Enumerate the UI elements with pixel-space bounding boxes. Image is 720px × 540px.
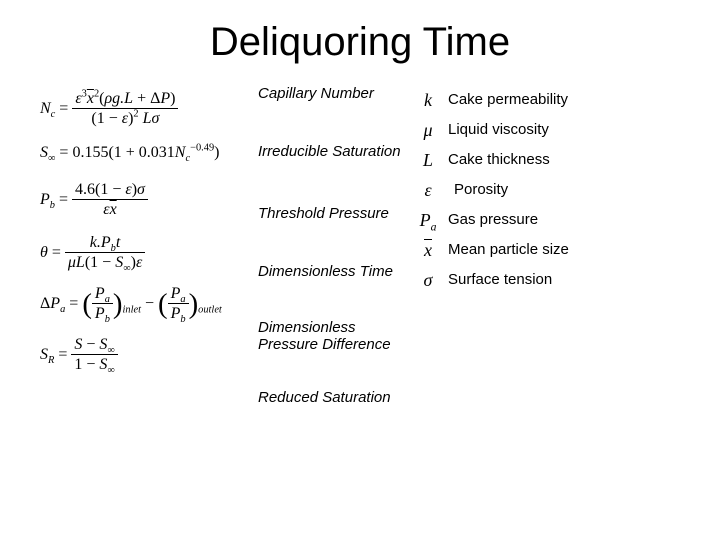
labels-column: Capillary Number Irreducible Saturation … — [250, 85, 408, 406]
label-dimtime: Dimensionless Time — [258, 263, 408, 319]
descriptions-column: Cake permeability Liquid viscosity Cake … — [448, 85, 680, 406]
desc-L: Cake thickness — [448, 145, 680, 175]
symbols-column: k μ L ε Pa x σ — [408, 85, 448, 406]
symbol-Pa-sub: a — [431, 221, 437, 234]
symbol-xbar: x — [424, 241, 432, 259]
eq-reduced-saturation: SR = S − S∞1 − S∞ — [40, 335, 250, 376]
desc-k: Cake permeability — [448, 85, 680, 115]
slide: Deliquoring Time Nc = ε3x2(ρg.L + ΔP)(1 … — [0, 0, 720, 540]
label-dimpress: Dimensionless Pressure Difference — [258, 319, 408, 389]
eq-dimensionless-pressure-difference: ΔPa = (PaPb)inlet − (PaPb)outlet — [40, 284, 250, 325]
symbol-Pa: Pa — [420, 211, 437, 229]
eq-dimensionless-time: θ = k.PbtμL(1 − S∞)ε — [40, 233, 250, 274]
symbol-mu: μ — [423, 121, 432, 139]
label-reduced: Reduced Saturation — [258, 389, 408, 406]
label-irreducible: Irreducible Saturation — [258, 143, 408, 205]
label-capillary: Capillary Number — [258, 85, 408, 143]
page-title: Deliquoring Time — [40, 20, 680, 65]
desc-xbar: Mean particle size — [448, 235, 680, 265]
desc-Pa: Gas pressure — [448, 205, 680, 235]
symbol-sigma: σ — [424, 271, 433, 289]
symbol-Pa-base: P — [420, 210, 431, 230]
eq-capillary-number: Nc = ε3x2(ρg.L + ΔP)(1 − ε)2 Lσ — [40, 89, 250, 130]
desc-eps: Porosity — [448, 175, 680, 205]
eq-irreducible-saturation: S∞ = 0.155(1 + 0.031Nc−0.49) — [40, 144, 250, 162]
symbol-L: L — [423, 151, 433, 169]
equations-column: Nc = ε3x2(ρg.L + ΔP)(1 − ε)2 Lσ S∞ = 0.1… — [40, 85, 250, 406]
desc-sigma: Surface tension — [448, 265, 680, 295]
symbol-eps: ε — [424, 181, 431, 199]
content-area: Nc = ε3x2(ρg.L + ΔP)(1 − ε)2 Lσ S∞ = 0.1… — [40, 85, 680, 406]
label-threshold: Threshold Pressure — [258, 205, 408, 263]
symbol-k: k — [424, 91, 432, 109]
eq-threshold-pressure: Pb = 4.6(1 − ε)σεx — [40, 180, 250, 221]
desc-mu: Liquid viscosity — [448, 115, 680, 145]
